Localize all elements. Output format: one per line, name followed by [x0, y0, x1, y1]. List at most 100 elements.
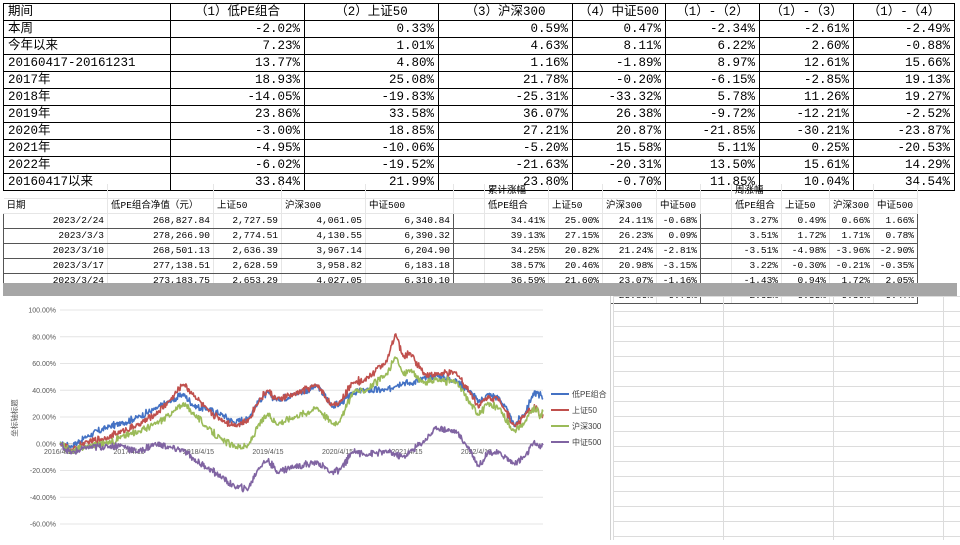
chart-svg: -60.00% -40.00% -20.00% 0.00% 20.00% 40.00% 60…	[9, 308, 607, 529]
period-label: 2020年	[3, 122, 171, 140]
series-line-3	[59, 425, 544, 493]
legend-label: 低PE组合	[572, 389, 607, 399]
return-cell: -5.20%	[438, 139, 573, 157]
empty-cell	[453, 258, 485, 274]
value-cell: 3,967.14	[281, 243, 366, 259]
value-cell: 4,130.55	[281, 228, 366, 244]
empty-cell	[107, 184, 214, 199]
value-header: 上证50	[213, 198, 282, 214]
value-cell: 277,138.51	[107, 258, 214, 274]
weekly-header: 沪深300	[829, 198, 874, 214]
return-cell: 0.47%	[572, 20, 666, 38]
return-cell: 21.78%	[438, 71, 573, 89]
separator-bar	[3, 283, 957, 296]
value-cell: 6,204.90	[365, 243, 454, 259]
return-cell: -0.20%	[572, 71, 666, 89]
weekly-header-row: 日期 低PE组合净值（元） 上证50 沪深300 中证500 低PE组合 上证50 沪深300…	[3, 198, 918, 214]
spreadsheet-grid-area	[613, 296, 960, 540]
empty-cell	[700, 198, 732, 214]
y-tick-label: 20.00%	[32, 415, 56, 422]
top-header-cell: （1）-（4）	[853, 3, 955, 21]
top-header-cell: （1）-（3）	[759, 3, 854, 21]
return-cell: -2.52%	[853, 105, 955, 123]
period-return-table: 期间 （1）低PE组合 （2）上证50 （3）沪深300 （4）中证500 （1）-（2）…	[3, 3, 955, 191]
weekly-cell: -0.30%	[781, 258, 830, 274]
weekly-header: 中证500	[873, 198, 918, 214]
weekly-cell: -3.96%	[829, 243, 874, 259]
cumulative-header: 中证500	[656, 198, 701, 214]
cumulative-cell: -2.81%	[656, 243, 701, 259]
cumulative-cell: 27.15%	[548, 228, 603, 244]
value-cell: 268,501.13	[107, 243, 214, 259]
return-cell: -21.63%	[438, 156, 573, 174]
y-axis-title: 坐标轴标题	[9, 399, 19, 437]
return-cell: -19.83%	[304, 88, 439, 106]
weekly-cell: 1.72%	[781, 228, 830, 244]
y-tick-label: -20.00%	[30, 468, 56, 475]
return-cell: -10.06%	[304, 139, 439, 157]
value-cell: 6,390.32	[365, 228, 454, 244]
cumulative-cell: 38.57%	[484, 258, 549, 274]
weekly-cell: 0.49%	[781, 213, 830, 229]
value-cell: 2,727.59	[213, 213, 282, 229]
return-cell: 36.07%	[438, 105, 573, 123]
cumulative-cell: -0.68%	[656, 213, 701, 229]
return-cell: 5.78%	[665, 88, 760, 106]
empty-cell	[700, 243, 732, 259]
date-header: 日期	[3, 198, 108, 214]
x-tick-label: 2019/4/15	[252, 449, 283, 456]
return-cell: -2.61%	[759, 20, 854, 38]
weekly-cell: -4.98%	[781, 243, 830, 259]
return-cell: 6.22%	[665, 37, 760, 55]
value-cell: 2,774.51	[213, 228, 282, 244]
empty-cell	[700, 184, 732, 199]
return-cell: 8.97%	[665, 54, 760, 72]
return-cell: -20.53%	[853, 139, 955, 157]
value-cell: 6,183.18	[365, 258, 454, 274]
top-header-cell: 期间	[3, 3, 171, 21]
weekly-section-row: 累计涨幅 周涨幅	[3, 184, 918, 199]
return-cell: 7.23%	[170, 37, 305, 55]
empty-cell	[829, 184, 874, 199]
return-cell: -9.72%	[665, 105, 760, 123]
return-cell: -33.32%	[572, 88, 666, 106]
table-row: 2023/3/3 278,266.90 2,774.51 4,130.55 6,390.…	[3, 228, 918, 244]
weekly-cell: -0.35%	[873, 258, 918, 274]
y-tick-label: -40.00%	[30, 495, 56, 502]
return-cell: -6.02%	[170, 156, 305, 174]
value-cell: 268,827.84	[107, 213, 214, 229]
weekly-header: 低PE组合	[731, 198, 782, 214]
empty-cell	[548, 184, 603, 199]
empty-cell	[453, 198, 485, 214]
return-cell: 4.80%	[304, 54, 439, 72]
return-cell: 20.87%	[572, 122, 666, 140]
cumulative-cell: 20.82%	[548, 243, 603, 259]
return-cell: -14.05%	[170, 88, 305, 106]
return-cell: 14.29%	[853, 156, 955, 174]
return-cell: 26.38%	[572, 105, 666, 123]
weekly-cell: 1.66%	[873, 213, 918, 229]
return-cell: 8.11%	[572, 37, 666, 55]
x-tick-label: 2022/4/15	[461, 449, 492, 456]
empty-cell	[365, 184, 454, 199]
period-label: 2019年	[3, 105, 171, 123]
value-header: 中证500	[365, 198, 454, 214]
return-cell: -23.87%	[853, 122, 955, 140]
return-cell: -2.02%	[170, 20, 305, 38]
top-header-cell: （2）上证50	[304, 3, 439, 21]
value-header: 沪深300	[281, 198, 366, 214]
weekly-cell: 0.66%	[829, 213, 874, 229]
cumulative-cell: 20.98%	[602, 258, 657, 274]
empty-cell	[453, 184, 485, 199]
period-label: 2021年	[3, 139, 171, 157]
empty-cell	[700, 213, 732, 229]
return-cell: -2.34%	[665, 20, 760, 38]
empty-cell	[873, 184, 918, 199]
period-label: 2018年	[3, 88, 171, 106]
top-header-cell: （3）沪深300	[438, 3, 573, 21]
cumulative-header: 上证50	[548, 198, 603, 214]
weekly-cell: 3.27%	[731, 213, 782, 229]
table-row: 本周 -2.02% 0.33% 0.59% 0.47% -2.34% -2.61% -2.49…	[3, 20, 955, 38]
weekly-cell: -3.51%	[731, 243, 782, 259]
cumulative-cell: -3.15%	[656, 258, 701, 274]
